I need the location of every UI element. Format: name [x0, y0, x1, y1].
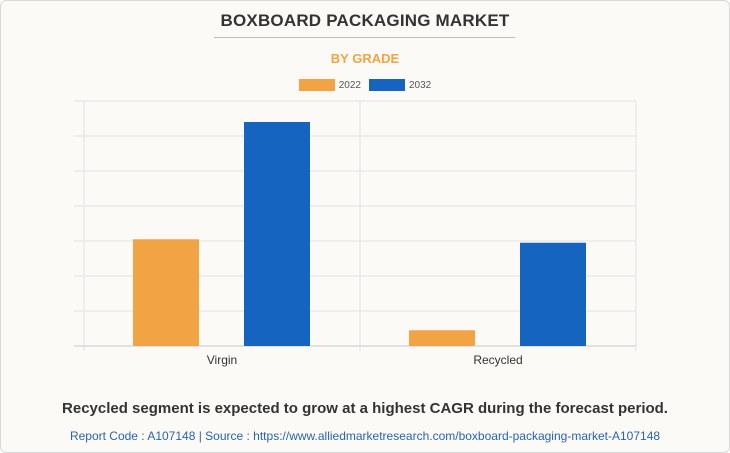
x-tick-label: Recycled: [473, 353, 522, 367]
legend: 2022 2032: [0, 79, 730, 91]
legend-label-2022: 2022: [338, 79, 361, 91]
legend-swatch-2022: [298, 79, 335, 91]
chart-subtitle: BY GRADE: [330, 51, 400, 66]
legend-label-2032: 2032: [409, 79, 432, 91]
bar-virgin-2032: [244, 122, 310, 346]
bar-virgin-2022: [133, 239, 199, 346]
title-underline: [214, 37, 515, 38]
legend-swatch-2032: [369, 79, 405, 91]
chart-title: BOXBOARD PACKAGING MARKET: [220, 11, 510, 30]
source-line: Report Code : A107148 | Source : https:/…: [69, 429, 661, 443]
footnote: Recycled segment is expected to grow at …: [62, 400, 668, 417]
bar-recycled-2022: [409, 330, 475, 346]
legend-item-2022[interactable]: 2022: [298, 79, 361, 91]
x-tick-label: Virgin: [207, 353, 237, 367]
bar-chart: Virgin Recycled: [74, 100, 637, 367]
bar-recycled-2032: [520, 242, 586, 346]
legend-item-2032[interactable]: 2032: [369, 79, 431, 91]
